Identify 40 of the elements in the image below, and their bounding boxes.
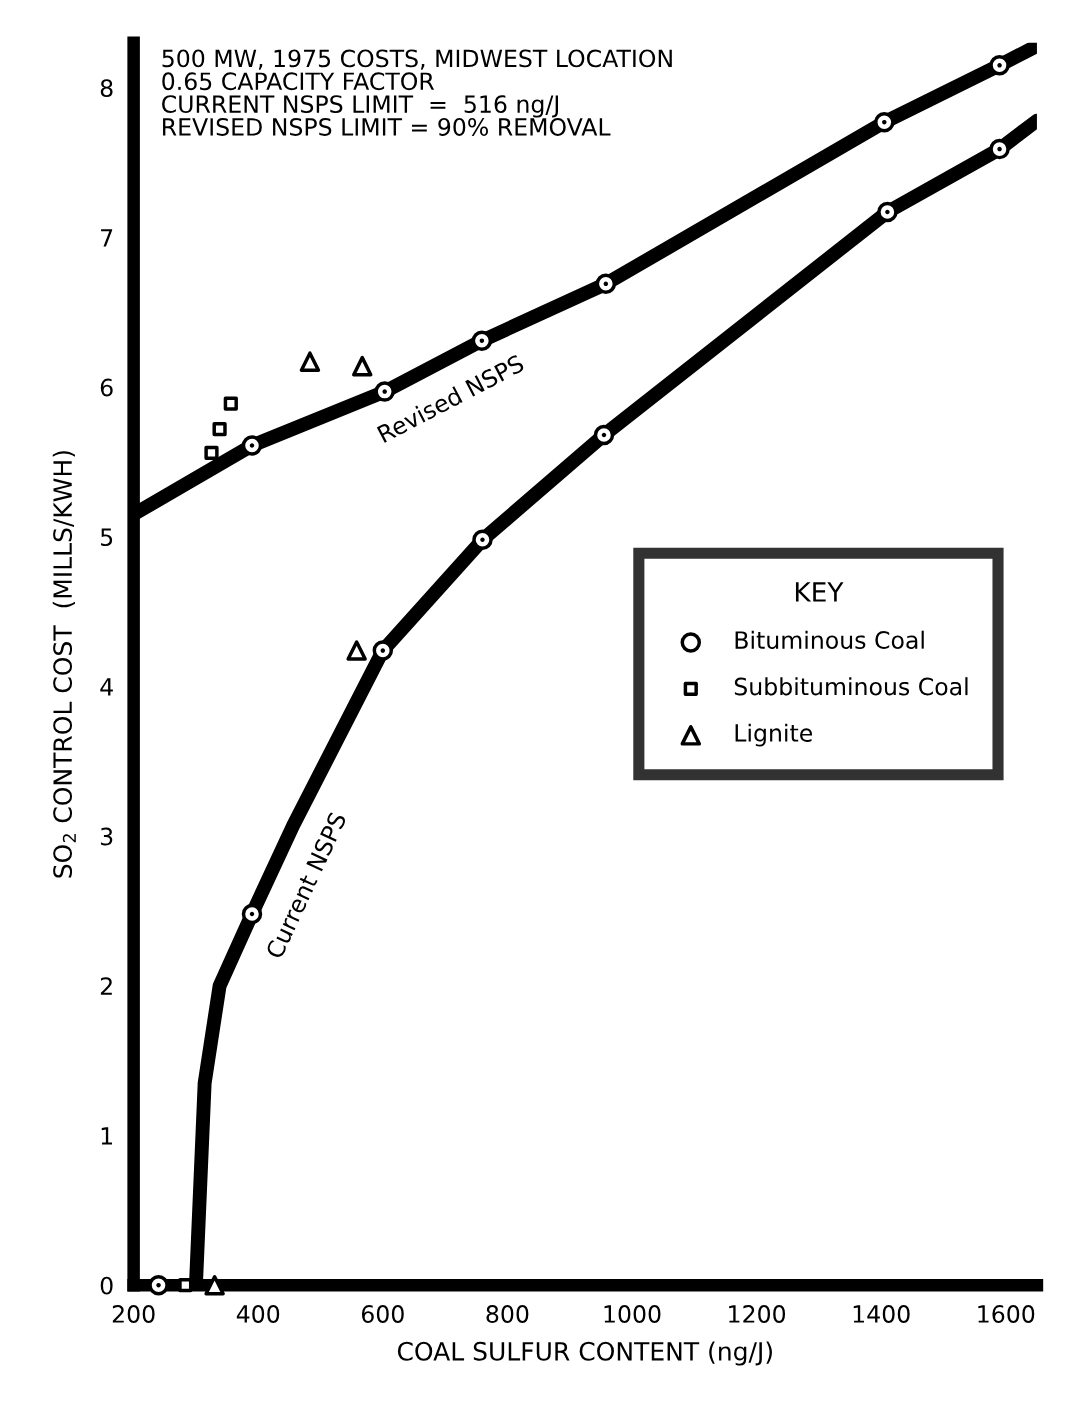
y-tick-label: 5 — [100, 528, 113, 547]
legend-label: Lignite — [735, 723, 813, 747]
point — [204, 1274, 225, 1296]
y-tick-label: 8 — [100, 79, 113, 98]
point — [204, 445, 219, 461]
x-axis-title: COAL SULFUR CONTENT (ng/J) — [397, 1341, 772, 1366]
x-tick-label: 1600 — [978, 1305, 1035, 1323]
y-tick-label: 1 — [101, 1127, 112, 1145]
point — [178, 1278, 193, 1293]
point — [989, 138, 1010, 160]
y-tick-label: 3 — [100, 827, 113, 846]
point — [223, 396, 238, 411]
y-tick-label: 6 — [100, 378, 113, 397]
point — [877, 201, 898, 223]
x-tick-label: 1400 — [853, 1305, 910, 1323]
point — [989, 55, 1010, 76]
point — [471, 330, 493, 351]
point — [874, 111, 895, 133]
y-axis-title: SO$_{2}$ CONTROL COST (MILLS/KWH) — [52, 451, 76, 878]
annotation: 500 MW, 1975 COSTS, MIDWEST LOCATION 0.65 CAPACITY FACTOR CURRENT NSPS LIMIT = 516 ng/J REVISED NSPS LIMIT = 90% REMOVAL — [162, 49, 672, 136]
legend-title: KEY — [795, 582, 844, 602]
y-tick-label: 7 — [101, 229, 113, 247]
point — [299, 351, 321, 372]
x-tick-label: 800 — [486, 1305, 529, 1323]
x-tick-label: 400 — [236, 1305, 280, 1323]
x-tick-label: 1200 — [729, 1305, 786, 1323]
point — [346, 640, 367, 661]
y-tick-label: 2 — [100, 977, 112, 995]
point — [997, 63, 1002, 68]
x-tick-label: 200 — [112, 1305, 155, 1323]
point — [212, 421, 227, 437]
y-tick-label: 0 — [100, 1276, 113, 1295]
point — [593, 424, 615, 446]
point — [352, 355, 373, 377]
legend-label: Subbituminous Coal — [734, 677, 968, 696]
legend-label: Bituminous Coal — [735, 630, 924, 649]
x-tick-label: 600 — [361, 1305, 404, 1323]
x-tick-label: 1000 — [604, 1305, 661, 1323]
y-tick-label: 4 — [100, 678, 113, 696]
point — [148, 1274, 169, 1296]
